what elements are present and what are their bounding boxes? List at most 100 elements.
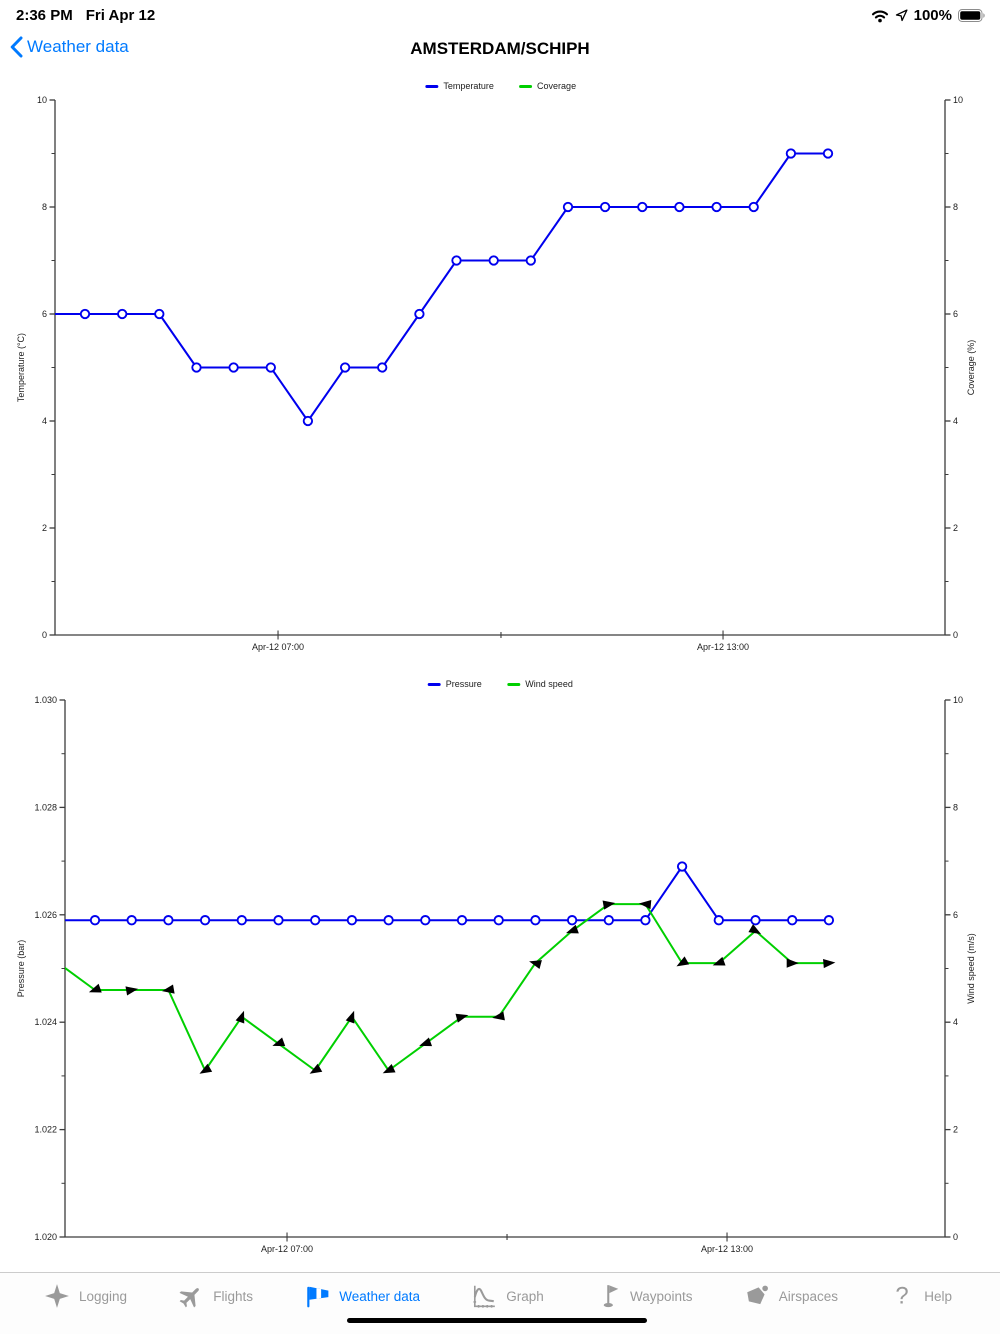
y-axis-left: 0 2 4 6 8 10 Temperature (°C): [16, 95, 56, 640]
data-point-marker: [750, 915, 761, 926]
tab-label: Help: [924, 1288, 952, 1304]
data-point-marker: [637, 201, 648, 213]
wind-direction-arrow-marker: [602, 900, 616, 910]
y-axis-left-title: Temperature (°C): [16, 333, 26, 402]
tab-label: Logging: [79, 1288, 128, 1304]
legend-label: Wind speed: [525, 679, 573, 689]
svg-text:2: 2: [42, 523, 47, 533]
data-point-marker: [117, 308, 128, 320]
pressure-windspeed-svg: Pressure Wind speed1.0201.0221.0241.0261.…: [16, 679, 976, 1254]
legend-swatch: [425, 85, 439, 88]
wind-direction-arrow-marker: [309, 1063, 323, 1074]
data-point-marker: [713, 915, 724, 926]
data-point-marker: [451, 255, 462, 266]
y-axis-right: 0 2 4 6 8 10 Coverage (%): [944, 95, 976, 640]
status-bar: 2:36 PM Fri Apr 12 100%: [0, 0, 1000, 29]
wind-direction-arrow-marker: [199, 1063, 213, 1074]
tab-flights[interactable]: Flights: [178, 1283, 253, 1309]
status-time-date: 2:36 PM Fri Apr 12: [16, 7, 155, 24]
tab-bar: Logging Flights Weather data Graph Waypoints…: [0, 1272, 1000, 1334]
wind-direction-arrow-marker: [125, 986, 139, 996]
data-point-marker: [562, 201, 574, 213]
data-point-marker: [640, 915, 651, 926]
y-axis-left-title: Pressure (bar): [16, 940, 26, 998]
tab-airspaces[interactable]: Airspaces: [744, 1283, 838, 1309]
svg-text:8: 8: [953, 802, 958, 812]
series-temperature: [55, 148, 834, 427]
svg-text:1.026: 1.026: [34, 910, 57, 920]
data-point-marker: [674, 201, 685, 213]
svg-text:1.024: 1.024: [34, 1017, 57, 1027]
svg-text:2: 2: [953, 523, 958, 533]
series-pressure: [65, 861, 835, 926]
tab-label: Weather data: [339, 1288, 421, 1304]
svg-text:1.022: 1.022: [34, 1125, 57, 1135]
wind-direction-arrow-marker: [235, 1010, 245, 1024]
wind-direction-arrow-marker: [823, 958, 836, 969]
tab-label: Waypoints: [629, 1288, 693, 1304]
chevron-left-icon: [10, 36, 23, 58]
legend-swatch: [507, 683, 521, 686]
svg-text:10: 10: [953, 695, 963, 705]
temperature-coverage-chart: Temperature Coverage 0 2 4 6 8 10 Temperature (°…: [0, 75, 1000, 670]
x-axis: Apr-12 07:00 Apr-12 13:00: [65, 1232, 945, 1254]
svg-text:6: 6: [953, 910, 958, 920]
y-axis-right-title: Wind speed (m/s): [966, 933, 976, 1004]
x-tick-label: Apr-12 13:00: [701, 1244, 753, 1254]
nav-bar: Weather data AMSTERDAM/SCHIPH: [0, 27, 1000, 71]
wifi-icon: [871, 9, 889, 23]
legend: Temperature Coverage: [425, 81, 576, 91]
data-point-marker: [126, 915, 137, 926]
wind-direction-arrow-marker: [382, 1064, 396, 1074]
battery-icon: [958, 9, 986, 22]
airplane-icon: [178, 1283, 204, 1309]
back-button[interactable]: Weather data: [10, 36, 129, 58]
svg-text:8: 8: [42, 202, 47, 212]
battery-percent: 100%: [913, 7, 952, 24]
wind-direction-arrow-marker: [638, 899, 652, 910]
legend-label: Pressure: [446, 679, 482, 689]
data-point-marker: [566, 915, 578, 926]
tab-waypoints[interactable]: Waypoints: [595, 1283, 693, 1309]
x-tick-label: Apr-12 07:00: [261, 1244, 313, 1254]
x-tick-label: Apr-12 13:00: [697, 642, 749, 652]
temperature-coverage-svg: Temperature Coverage 0 2 4 6 8 10 Temperature (°…: [16, 81, 976, 652]
svg-text:2: 2: [953, 1125, 958, 1135]
tab-weather-data[interactable]: Weather data: [304, 1283, 420, 1309]
wind-direction-arrow-marker: [786, 958, 799, 968]
wind-direction-arrow-marker: [88, 983, 102, 993]
tab-label: Graph: [506, 1288, 544, 1304]
svg-text:1.028: 1.028: [34, 802, 57, 812]
svg-text:4: 4: [42, 416, 47, 426]
legend-swatch: [519, 85, 533, 88]
data-point-marker: [377, 362, 388, 373]
tab-logging[interactable]: Logging: [44, 1283, 127, 1309]
svg-text:6: 6: [42, 309, 47, 319]
data-point-marker: [163, 915, 174, 926]
wind-direction-arrow-marker: [565, 924, 579, 934]
legend-swatch: [427, 683, 441, 686]
wind-direction-arrow-marker: [529, 960, 542, 969]
tab-graph[interactable]: Graph: [471, 1283, 544, 1309]
wind-direction-arrow-marker: [345, 1010, 355, 1024]
home-indicator[interactable]: [347, 1318, 647, 1323]
data-point-marker: [346, 915, 358, 926]
tab-label: Flights: [213, 1288, 254, 1304]
data-point-marker: [603, 915, 614, 926]
tab-help[interactable]: ? Help: [889, 1283, 952, 1309]
data-point-marker: [530, 915, 541, 926]
data-point-marker: [748, 201, 759, 213]
wind-direction-arrow-marker: [712, 956, 726, 966]
wind-direction-arrow-marker: [419, 1037, 433, 1047]
data-point-marker: [89, 915, 101, 926]
data-point-marker: [414, 308, 425, 320]
legend-label: Coverage: [537, 81, 576, 91]
wind-direction-arrow-marker: [272, 1037, 286, 1047]
flag-icon: [595, 1283, 621, 1309]
wind-direction-arrow-marker: [492, 1011, 505, 1021]
wind-direction-arrow-marker: [161, 984, 175, 994]
data-point-marker: [599, 201, 611, 213]
data-point-marker: [493, 915, 504, 926]
data-point-marker: [383, 915, 394, 926]
data-point-marker: [420, 915, 431, 926]
